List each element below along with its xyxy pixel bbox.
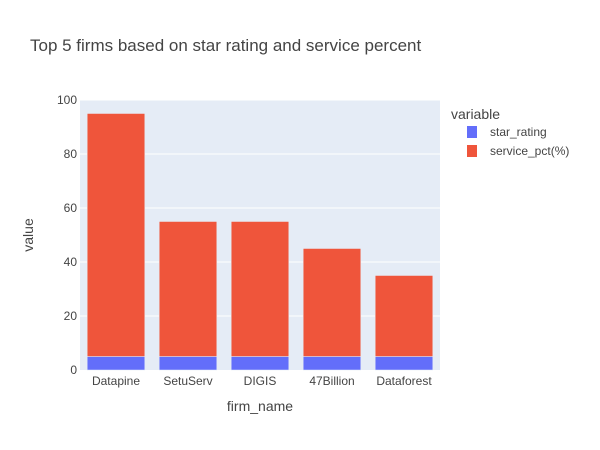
y-tick-label: 0 [70,363,77,377]
y-tick-label: 20 [64,309,78,323]
legend-swatch [467,126,477,138]
bars [86,113,434,371]
legend-swatch [467,145,477,157]
y-tick-label: 100 [57,93,77,107]
legend: variable star_rating service_pct(%) [451,106,569,158]
x-axis-label: firm_name [227,398,293,414]
bar-service-pct- [374,275,434,357]
chart-title: Top 5 firms based on star rating and ser… [30,36,421,55]
bar-service-pct- [230,221,290,357]
legend-item-label: star_rating [490,125,547,139]
bar-star-rating [86,356,146,371]
bar-star-rating [158,356,218,371]
bar-star-rating [230,356,290,371]
y-tick-label: 40 [64,255,78,269]
y-tick-label: 80 [64,147,78,161]
y-tick-label: 60 [64,201,78,215]
legend-title: variable [451,106,500,122]
bar-star-rating [374,356,434,371]
bar-service-pct- [158,221,218,357]
y-axis-label: value [20,218,36,252]
y-axis-ticks: 0 20 40 60 80 100 [57,93,77,377]
x-tick-label: Dataforest [376,374,432,388]
legend-item-label: service_pct(%) [490,144,569,158]
bar-star-rating [302,356,362,371]
bar-service-pct- [86,113,146,357]
x-tick-label: 47Billion [309,374,354,388]
x-tick-label: SetuServ [163,374,212,388]
x-tick-label: Datapine [92,374,140,388]
x-tick-label: DIGIS [244,374,277,388]
bar-service-pct- [302,248,362,357]
x-axis-ticks: Datapine SetuServ DIGIS 47Billion Dataforest [92,374,432,388]
